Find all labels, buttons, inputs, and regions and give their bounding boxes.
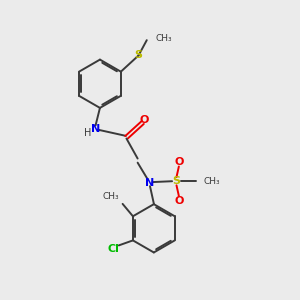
Text: CH₃: CH₃: [103, 192, 119, 201]
Text: O: O: [139, 115, 148, 125]
Text: Cl: Cl: [108, 244, 120, 254]
Text: O: O: [174, 157, 184, 167]
Text: S: S: [134, 50, 142, 61]
Text: N: N: [91, 124, 100, 134]
Text: CH₃: CH₃: [204, 177, 220, 186]
Text: CH₃: CH₃: [155, 34, 172, 43]
Text: O: O: [174, 196, 184, 206]
Text: N: N: [145, 178, 154, 188]
Text: H: H: [84, 128, 91, 138]
Text: S: S: [172, 176, 181, 186]
